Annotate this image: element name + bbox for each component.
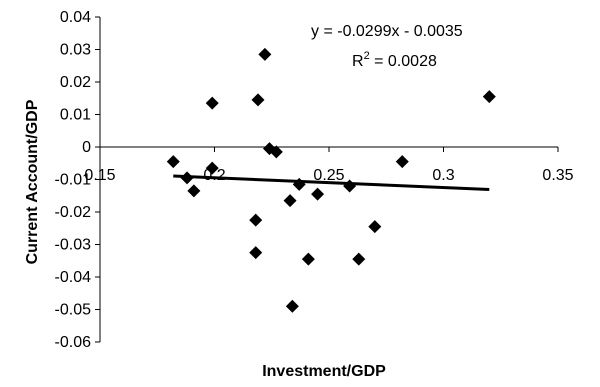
r-squared-superscript: 2 [364, 50, 370, 62]
data-point [292, 177, 306, 191]
y-tick-label: 0.04 [60, 9, 91, 26]
data-point [285, 299, 299, 313]
trendline-equation: y = -0.0299x - 0.0035 [311, 23, 463, 40]
y-tick-label: -0.06 [55, 334, 92, 351]
x-tick-label: 0.35 [542, 167, 573, 184]
data-point [180, 171, 194, 185]
x-axis-title: Investment/GDP [262, 363, 386, 380]
y-tick-label: -0.04 [55, 269, 92, 286]
data-point [395, 155, 409, 169]
x-tick-label: 0.15 [84, 167, 115, 184]
data-point [269, 145, 283, 159]
data-point [343, 179, 357, 193]
r-squared-symbol: R [352, 53, 364, 70]
y-tick-label: 0.02 [60, 74, 91, 91]
data-point [187, 184, 201, 198]
trendline-layer [173, 174, 490, 191]
y-tick-label: 0 [82, 139, 91, 156]
r-squared-value: = 0.0028 [370, 53, 437, 70]
data-point [249, 213, 263, 227]
x-tick-label: 0.3 [432, 167, 454, 184]
y-tick-label: 0.03 [60, 42, 91, 59]
data-point [352, 252, 366, 266]
data-point [301, 252, 315, 266]
data-point [205, 96, 219, 110]
data-point [368, 220, 382, 234]
data-point [205, 161, 219, 175]
data-point [482, 90, 496, 104]
x-tick-label: 0.25 [313, 167, 344, 184]
y-tick-label: -0.03 [55, 237, 92, 254]
data-point [166, 155, 180, 169]
y-axis-title: Current Account/GDP [24, 99, 41, 264]
x-axis-ticks: 0.15 0.2 0.25 0.3 0.35 [84, 147, 574, 184]
y-tick-label: -0.01 [55, 172, 92, 189]
data-point [258, 47, 272, 61]
trendline [173, 174, 490, 191]
data-points [166, 47, 496, 313]
data-point [311, 187, 325, 201]
data-point [283, 194, 297, 208]
y-tick-label: -0.02 [55, 204, 92, 221]
y-tick-label: 0.01 [60, 107, 91, 124]
trendline-r-squared: R2 = 0.0028 [352, 50, 437, 70]
y-axis-ticks: -0.06 -0.05 -0.04 -0.03 -0.02 -0.01 0 0.01 0.02 0… [55, 9, 100, 351]
data-point [251, 93, 265, 107]
y-tick-label: -0.05 [55, 302, 92, 319]
data-point [249, 246, 263, 260]
